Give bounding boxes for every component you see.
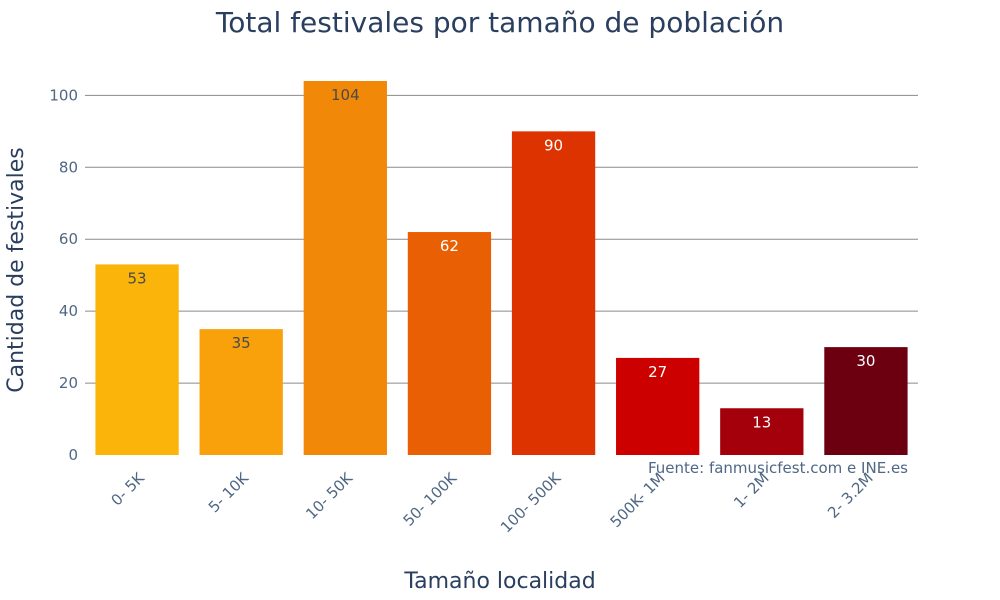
x-tick-label: 2- 3.2M: [824, 469, 877, 522]
chart-title: Total festivales por tamaño de población: [215, 6, 784, 39]
bar: [407, 232, 492, 455]
bar-value-label: 13: [752, 413, 771, 431]
y-tick-label: 60: [59, 230, 78, 248]
y-axis-title: Cantidad de festivales: [4, 147, 29, 393]
y-tick-label: 20: [59, 374, 78, 392]
bar-value-label: 104: [331, 86, 360, 104]
bars: 53 35 104 62 90 27 13 30: [95, 81, 908, 455]
bar: [720, 408, 804, 455]
bar-value-label: 27: [648, 363, 667, 381]
x-axis-title: Tamaño localidad: [403, 569, 595, 594]
source-note: Fuente: fanmusicfest.com e INE.es: [648, 459, 908, 477]
x-tick-label: 50- 100K: [400, 468, 461, 529]
x-tick-label: 5- 10K: [205, 468, 253, 516]
y-ticks: 0 20 40 60 80 100: [49, 86, 78, 464]
x-ticks: 0- 5K 5- 10K 10- 50K 50- 100K 100- 500K 500K-…: [108, 468, 877, 536]
x-tick-label: 0- 5K: [108, 468, 149, 509]
bar: [616, 357, 700, 455]
bar: [824, 347, 908, 455]
bar-value-label: 90: [544, 136, 563, 154]
bar: [303, 81, 387, 455]
bar-value-label: 53: [128, 269, 147, 287]
gridlines: [85, 94, 918, 384]
bar: [199, 329, 283, 455]
x-tick-label: 10- 50K: [302, 468, 357, 523]
bar-value-label: 35: [232, 334, 251, 352]
y-tick-label: 100: [49, 86, 78, 104]
x-tick-label: 500K- 1M: [607, 469, 669, 531]
x-tick-label: 100- 500K: [497, 468, 565, 536]
y-tick-label: 40: [59, 302, 78, 320]
y-tick-label: 80: [59, 158, 78, 176]
bar: [511, 131, 596, 455]
bar: [95, 264, 179, 455]
y-tick-label: 0: [68, 446, 78, 464]
bar-value-label: 62: [440, 237, 459, 255]
bar-value-label: 30: [856, 352, 875, 370]
